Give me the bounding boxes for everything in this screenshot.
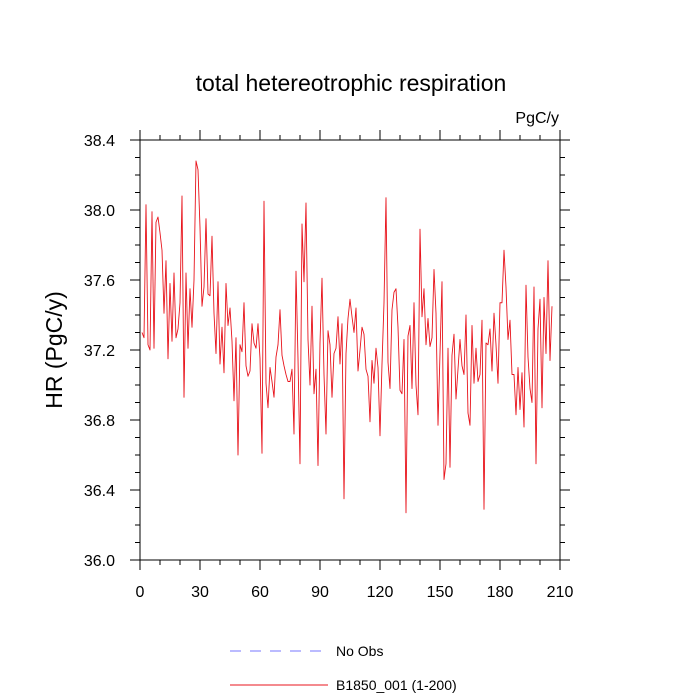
y-tick-label: 38.0 <box>84 203 115 220</box>
x-tick-label: 60 <box>251 584 269 601</box>
y-tick-label: 38.4 <box>84 133 115 150</box>
y-tick-labels: 36.0 36.4 36.8 37.2 37.6 38.0 38.4 <box>84 133 115 570</box>
series-layer <box>141 160 553 514</box>
legend: No Obs B1850_001 (1-200) <box>230 643 457 693</box>
chart-title: total hetereotrophic respiration <box>196 70 507 96</box>
x-tick-labels: 0 30 60 90 120 150 180 210 <box>136 584 574 601</box>
y-tick-label: 36.4 <box>84 483 115 500</box>
series-line-b1850-001 <box>141 160 553 514</box>
units-label: PgC/y <box>515 110 559 127</box>
x-tick-label: 210 <box>547 584 574 601</box>
axis-ticks <box>130 130 570 570</box>
x-tick-label: 30 <box>191 584 209 601</box>
legend-label-no-obs: No Obs <box>336 643 383 659</box>
y-axis-label: HR (PgC/y) <box>41 291 67 409</box>
y-tick-label: 36.8 <box>84 413 115 430</box>
x-tick-label: 180 <box>487 584 514 601</box>
legend-label-b1850: B1850_001 (1-200) <box>336 677 457 693</box>
x-tick-label: 90 <box>311 584 329 601</box>
y-tick-label: 37.2 <box>84 343 115 360</box>
x-tick-label: 0 <box>136 584 145 601</box>
y-tick-label: 36.0 <box>84 553 115 570</box>
y-tick-label: 37.6 <box>84 273 115 290</box>
x-tick-label: 120 <box>367 584 394 601</box>
plot-frame <box>139 139 561 561</box>
x-tick-label: 150 <box>427 584 454 601</box>
